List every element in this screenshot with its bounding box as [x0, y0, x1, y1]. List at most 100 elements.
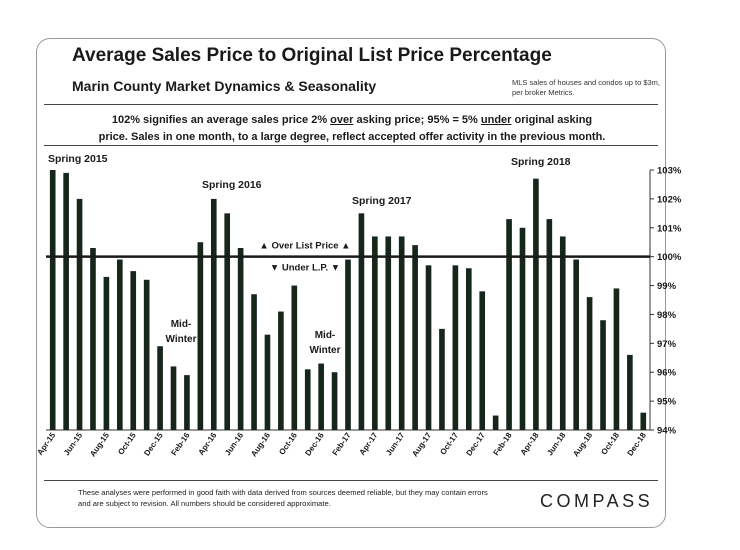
annotation-spring-2017: Spring 2017 [352, 195, 412, 207]
y-tick-label: 103% [657, 166, 682, 177]
bar [452, 265, 459, 430]
annotation-under-list: ▼ Under L.P. ▼ [270, 263, 340, 274]
chart-title: Average Sales Price to Original List Pri… [72, 45, 552, 66]
bar [479, 291, 486, 430]
annotation-over-list: ▲ Over List Price ▲ [259, 241, 350, 252]
bar [519, 227, 526, 430]
x-tick-label: Oct-18 [599, 431, 621, 457]
y-tick-label: 95% [657, 397, 677, 408]
x-tick-label: Oct-17 [438, 431, 460, 457]
bar [278, 311, 284, 430]
annotation-mid-winter-2: Mid- [315, 330, 336, 341]
x-tick-label: Apr-18 [519, 431, 541, 457]
bar [573, 259, 579, 430]
bar [385, 236, 392, 430]
bar [318, 363, 324, 430]
note-under: under [480, 114, 512, 126]
bar [224, 213, 231, 430]
note-line1-c: original asking [511, 114, 593, 126]
bar [358, 213, 365, 430]
bar [600, 320, 606, 430]
y-tick-label: 96% [657, 368, 677, 379]
note-line1-a: 102% signifies an average sales price 2% [111, 114, 331, 126]
y-tick-label: 99% [657, 281, 677, 292]
bar [157, 346, 163, 430]
bar [613, 288, 620, 430]
x-tick-label: Apr-16 [197, 431, 219, 457]
x-tick-label: Oct-16 [277, 431, 299, 457]
footer-divider [44, 480, 658, 481]
note-over: over [330, 114, 354, 126]
bar [586, 297, 593, 430]
x-tick-label: Dec-17 [464, 431, 487, 458]
bar [103, 276, 110, 430]
bar [331, 372, 338, 430]
bar [237, 248, 244, 430]
annotation-spring-2018: Spring 2018 [511, 156, 571, 168]
x-tick-label: Feb-16 [169, 431, 191, 458]
bar [425, 265, 432, 430]
bar [398, 236, 405, 430]
bar [506, 219, 512, 430]
x-tick-label: Aug-18 [571, 431, 594, 459]
bar [291, 285, 298, 430]
bar [304, 369, 311, 430]
x-tick-label: Jun-17 [384, 431, 406, 458]
bar [210, 198, 217, 430]
bar [492, 415, 499, 430]
note-line1-b: asking price; 95% = 5% [353, 114, 481, 126]
annotation-mid-winter-1: Mid- [171, 319, 192, 330]
bar [439, 328, 445, 430]
x-tick-label: Dec-18 [625, 431, 648, 458]
bar [412, 245, 418, 430]
bar [546, 219, 553, 430]
x-tick-label: Jun-18 [545, 431, 567, 458]
x-tick-label: Dec-16 [303, 431, 326, 458]
y-tick-label: 102% [657, 194, 682, 205]
bar [533, 178, 539, 430]
x-tick-label: Feb-17 [330, 431, 352, 458]
x-tick-label: Apr-15 [35, 431, 57, 457]
x-tick-label: Apr-17 [358, 431, 380, 457]
explanatory-note: 102% signifies an average sales price 2%… [52, 112, 652, 146]
annotation-mid-winter-1: Winter [165, 334, 196, 345]
note-divider [44, 145, 658, 146]
header-divider [44, 104, 658, 105]
x-tick-label: Aug-15 [88, 431, 111, 459]
disclaimer: These analyses were performed in good fa… [78, 488, 488, 508]
annotation-spring-2015: Spring 2015 [48, 153, 108, 165]
annotation-mid-winter-2: Winter [309, 345, 340, 356]
x-tick-label: Aug-16 [249, 431, 272, 459]
note-line2: price. Sales in one month, to a large de… [98, 131, 606, 144]
bar [559, 236, 566, 430]
bar [130, 271, 137, 430]
annotation-spring-2016: Spring 2016 [202, 179, 262, 191]
y-tick-label: 94% [657, 426, 677, 437]
x-tick-label: Aug-17 [410, 431, 433, 459]
y-tick-label: 100% [657, 252, 682, 263]
source-note: MLS sales of houses and condos up to $3m… [512, 78, 661, 98]
bar [63, 172, 69, 430]
bar [345, 259, 351, 430]
bar [372, 236, 378, 430]
chart-subtitle: Marin County Market Dynamics & Seasonali… [72, 78, 377, 94]
x-tick-label: Oct-15 [116, 431, 138, 457]
bar [170, 366, 177, 430]
bar [49, 170, 56, 430]
y-tick-label: 97% [657, 339, 677, 350]
bar [90, 248, 96, 430]
x-tick-label: Dec-15 [142, 431, 165, 458]
bar [465, 268, 472, 430]
bar [143, 279, 150, 430]
x-tick-label: Jun-16 [223, 431, 245, 458]
y-tick-label: 98% [657, 310, 677, 321]
bar [197, 242, 204, 430]
x-tick-label: Jun-15 [62, 431, 84, 458]
bar [640, 412, 647, 430]
bar [264, 334, 271, 430]
bar [117, 259, 123, 430]
compass-logo: COMPASS [540, 491, 654, 511]
bar [76, 198, 83, 430]
bar [627, 354, 633, 430]
